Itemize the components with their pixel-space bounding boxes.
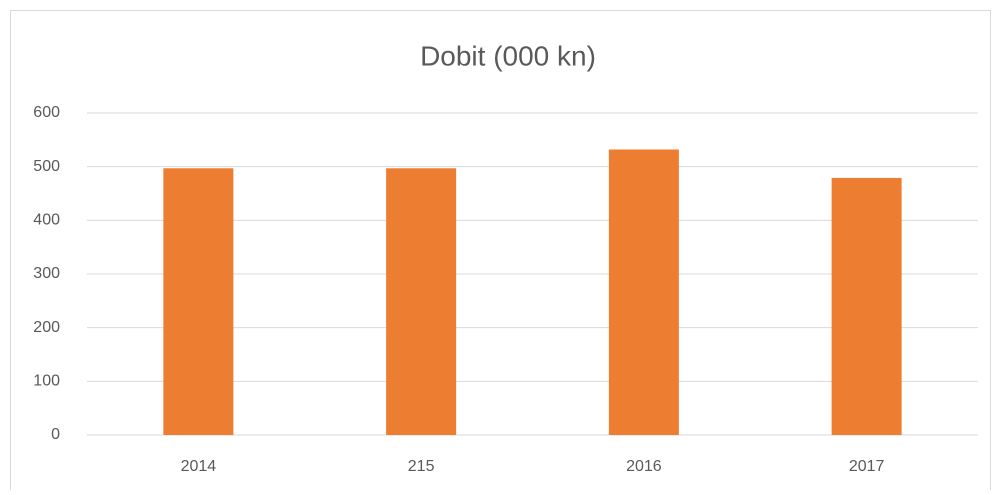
x-tick-label: 2016 [626, 458, 662, 475]
x-tick-label: 2014 [181, 458, 217, 475]
bar [831, 177, 902, 436]
y-tick-label: 500 [33, 158, 60, 175]
bar [163, 168, 234, 435]
y-tick-label: 400 [33, 212, 60, 229]
bar [608, 149, 679, 435]
y-tick-label: 300 [33, 265, 60, 282]
chart-title: Dobit (000 kn) [420, 40, 596, 71]
y-tick-label: 100 [33, 373, 60, 390]
y-tick-label: 200 [33, 319, 60, 336]
bar [386, 168, 457, 435]
x-tick-label: 2017 [849, 458, 885, 475]
x-tick-label: 215 [408, 458, 435, 475]
y-tick-label: 0 [51, 426, 60, 443]
y-tick-label: 600 [33, 104, 60, 121]
